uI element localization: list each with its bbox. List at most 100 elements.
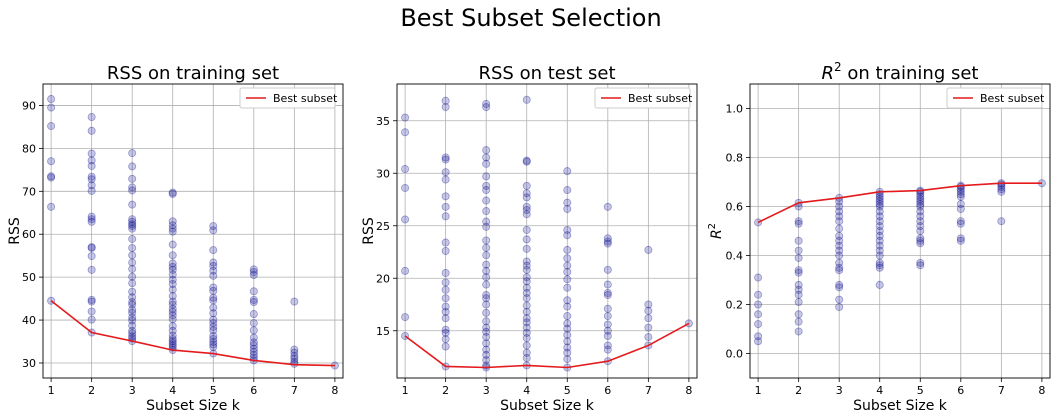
x-tick-label: 2: [88, 384, 95, 397]
data-point: [168, 270, 177, 279]
data-point: [87, 243, 96, 252]
data-point: [168, 322, 177, 331]
data-point: [128, 264, 137, 273]
data-point: [835, 283, 844, 292]
data-point: [916, 239, 925, 248]
data-point: [128, 251, 137, 260]
x-tick-label: 6: [957, 384, 964, 397]
data-point: [522, 348, 531, 357]
data-point: [916, 202, 925, 211]
data-point: [875, 226, 884, 235]
data-point: [168, 334, 177, 343]
data-point: [209, 222, 218, 231]
data-point: [209, 246, 218, 255]
data-point: [128, 174, 137, 183]
data-point: [128, 258, 137, 267]
data-point: [401, 165, 410, 174]
data-point: [87, 243, 96, 252]
plot-area: 1 2 3 4 5 6 7 8 15 20 25 30 35: [376, 83, 698, 397]
data-point: [128, 332, 137, 341]
data-point: [603, 326, 612, 335]
panel-title: RSS on test set: [478, 63, 615, 84]
data-point: [644, 306, 653, 315]
data-point: [168, 217, 177, 226]
y-axis-label: RSS: [361, 217, 377, 245]
data-point: [522, 314, 531, 323]
data-point: [128, 313, 137, 322]
data-point: [522, 354, 531, 363]
data-point: [290, 345, 299, 354]
data-point: [87, 181, 96, 190]
data-point: [835, 224, 844, 233]
data-point: [835, 207, 844, 216]
x-tick-label: 4: [523, 384, 530, 397]
data-point: [482, 251, 491, 260]
x-tick-label: 2: [795, 384, 802, 397]
data-point: [128, 316, 137, 325]
data-point: [835, 217, 844, 226]
y-tick-label: 25: [376, 220, 390, 233]
y-tick-label: 60: [22, 228, 36, 241]
data-point: [603, 280, 612, 289]
data-point: [794, 290, 803, 299]
data-point: [168, 188, 177, 197]
data-point: [168, 292, 177, 301]
data-point: [47, 173, 56, 182]
data-point: [603, 202, 612, 211]
data-point: [47, 103, 56, 112]
data-point: [441, 335, 450, 344]
y-tick-label: 15: [376, 325, 390, 338]
data-point: [956, 234, 965, 243]
data-point: [209, 286, 218, 295]
data-point: [209, 303, 218, 312]
data-point: [168, 240, 177, 249]
data-point: [835, 246, 844, 255]
data-point: [482, 356, 491, 365]
y-tick-label: 40: [22, 314, 36, 327]
axes-frame: [42, 83, 344, 379]
data-point: [128, 279, 137, 288]
data-point: [522, 334, 531, 343]
data-point: [603, 265, 612, 274]
data-point: [482, 222, 491, 231]
y-tick-label: 0.8: [726, 152, 744, 165]
data-point: [128, 326, 137, 335]
legend: Best subset: [239, 87, 338, 109]
data-point: [754, 300, 763, 309]
data-point: [875, 217, 884, 226]
data-point: [441, 314, 450, 323]
data-point: [522, 244, 531, 253]
data-point: [168, 189, 177, 198]
data-point: [87, 186, 96, 195]
y-tick-label: 80: [22, 142, 36, 155]
y-tick-label: 30: [22, 357, 36, 370]
data-point: [835, 263, 844, 272]
data-point: [128, 220, 137, 229]
data-point: [563, 337, 572, 346]
y-axis-label: R2: [707, 223, 725, 239]
data-point: [482, 196, 491, 205]
data-point: [956, 192, 965, 201]
data-point: [128, 298, 137, 307]
data-point: [482, 159, 491, 168]
data-point: [249, 270, 258, 279]
data-point: [47, 172, 56, 181]
best-subset-line: [404, 322, 690, 369]
data-point: [875, 258, 884, 267]
data-point: [209, 226, 218, 235]
data-point: [482, 339, 491, 348]
data-point: [522, 156, 531, 165]
data-point: [916, 258, 925, 267]
x-tick-label: 5: [210, 384, 217, 397]
data-point: [563, 330, 572, 339]
data-point: [128, 200, 137, 209]
x-tick-label: 3: [483, 384, 490, 397]
data-point: [875, 261, 884, 270]
data-point: [603, 331, 612, 340]
data-point: [482, 350, 491, 359]
data-point: [482, 300, 491, 309]
x-tick-label: 6: [604, 384, 611, 397]
data-point: [875, 246, 884, 255]
data-point: [482, 308, 491, 317]
